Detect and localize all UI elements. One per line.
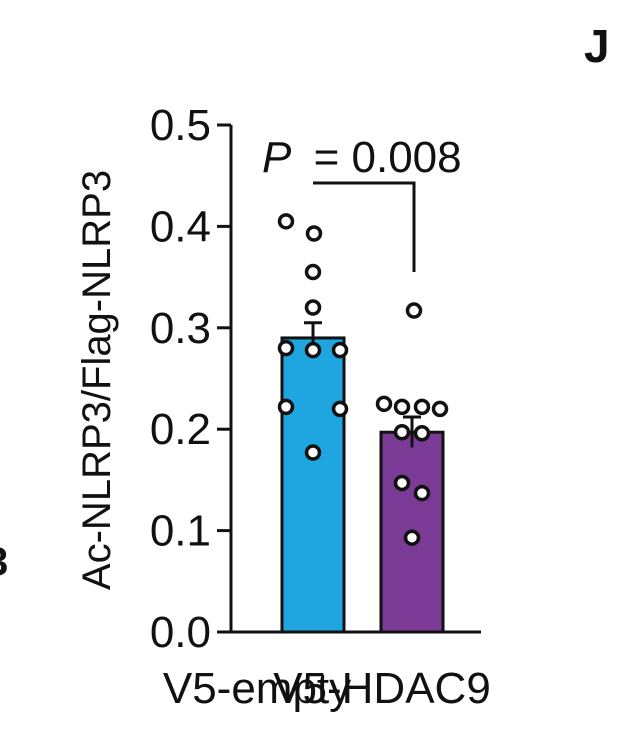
- data-point: [304, 263, 322, 281]
- y-tick-label: 0.5: [150, 101, 211, 150]
- data-point: [403, 529, 421, 546]
- data-point: [393, 474, 411, 492]
- bar: [280, 336, 346, 634]
- p-value-label: P = 0.008: [262, 133, 462, 182]
- y-tick-label: 0.4: [150, 202, 211, 251]
- data-point: [277, 213, 295, 230]
- y-tick-label: 0.0: [150, 608, 211, 657]
- data-point: [393, 423, 411, 441]
- data-point: [304, 299, 322, 316]
- data-point: [277, 398, 295, 416]
- data-point: [277, 339, 295, 357]
- x-category-label: V5-empty: [163, 664, 351, 713]
- data-point: [393, 398, 411, 416]
- y-tick-label: 0.2: [150, 405, 211, 454]
- p-symbol: P: [262, 133, 292, 182]
- data-point: [413, 425, 431, 442]
- data-point: [331, 400, 349, 418]
- significance-annotation: P = 0.008: [262, 133, 462, 272]
- edge-fragment: 3: [0, 540, 8, 584]
- bars: [280, 336, 445, 634]
- data-point: [305, 225, 323, 242]
- data-point: [431, 400, 449, 418]
- significance-bracket: [313, 181, 416, 272]
- data-point: [413, 484, 431, 502]
- y-tick-label: 0.3: [150, 304, 211, 353]
- data-point: [331, 341, 349, 359]
- p-value-text: = 0.008: [314, 133, 462, 182]
- data-point: [304, 444, 322, 461]
- data-point: [413, 398, 431, 416]
- x-category-label: V5-HDAC9: [273, 664, 491, 713]
- y-tick-label: 0.1: [150, 507, 211, 556]
- y-axis: 0.0 0.1 0.2 0.3 0.4 0.5: [150, 101, 233, 657]
- data-point: [304, 341, 322, 359]
- y-axis-label: Ac-NLRP3/Flag-NLRP3: [75, 170, 119, 590]
- data-points: [277, 213, 449, 546]
- data-point: [375, 395, 393, 413]
- panel-letter: J: [584, 20, 610, 72]
- data-point: [405, 302, 423, 319]
